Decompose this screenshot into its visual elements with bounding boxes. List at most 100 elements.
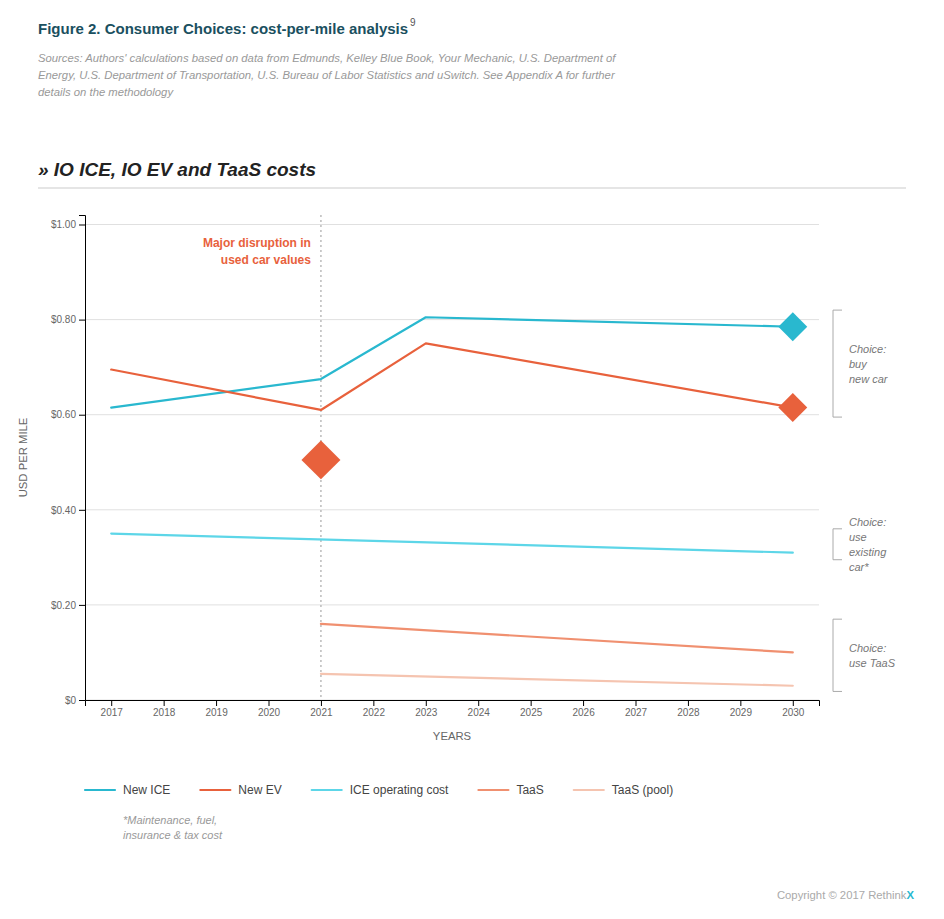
tick-mark [636,700,637,706]
text-line: new car [849,373,889,385]
tick-mark [793,700,794,706]
legend-swatch [200,789,230,791]
text-line: existing [849,546,887,558]
text-line: *Maintenance, fuel, [123,814,217,826]
subtitle: » IO ICE, IO EV and TaaS costs [38,159,316,180]
y-tick: $1.00 [51,219,85,230]
x-tick: 2030 [782,700,805,718]
tick-label: 2028 [677,707,700,718]
legend-swatch [312,789,342,791]
tick-label: 2021 [310,707,333,718]
grid-line [85,604,819,605]
tick-mark [164,700,165,706]
series-line [321,624,793,653]
text-line: Energy, U.S. Department of Transportatio… [38,69,616,81]
separator [38,187,906,188]
x-tick: 2017 [101,700,124,718]
tick-label: $0 [65,695,77,706]
sources: Sources: Authors' calculations based on … [38,52,617,98]
text-line: car* [849,561,869,573]
copyright: Copyright © 2017 RethinkX [777,889,915,901]
text-line: use [849,531,867,543]
grid-line [85,509,819,510]
marks [111,215,807,700]
x-tick: 2018 [153,700,176,718]
copyright-text: Copyright © 2017 Rethink [777,889,907,901]
text-line: Sources: Authors' calculations based on … [38,52,617,64]
title-note: 9 [410,17,416,28]
x-tick: 2024 [468,700,491,718]
tick-mark [478,700,479,706]
tick-mark [321,700,322,706]
x-axis: 2017201820192020202120222023202420252026… [86,700,820,718]
legend-label: TaaS (pool) [612,783,673,797]
y-tick: $0 [65,695,85,706]
x-tick: 2020 [258,700,281,718]
grid-line [85,414,819,415]
tick-mark [79,320,85,321]
tick-label: 2027 [625,707,648,718]
y-tick: $0.40 [51,505,85,516]
text-line: used car values [221,253,311,267]
tick-label: 2017 [101,707,124,718]
tick-label: $1.00 [51,219,76,230]
legend-label: TaaS [516,783,543,797]
text-line: use TaaS [849,657,896,669]
series-line [111,343,793,410]
tick-label: 2025 [520,707,543,718]
text-line: details on the methodology [38,86,174,98]
legend-label: ICE operating cost [350,783,449,797]
y-tick: $0.60 [51,409,85,420]
grid-line [85,224,819,225]
x-tick: 2025 [520,700,543,718]
legend: New ICE New EV ICE operating cost TaaS TaaS … [85,783,673,797]
plot: 2017201820192020202120222023202420252026… [17,215,896,742]
tick-label: 2029 [730,707,753,718]
tick-mark [79,225,85,226]
y-axis: $0 $0.20 $0.40 $0.60 $0.80 $1.00 [51,216,86,706]
legend-label: New ICE [123,783,170,797]
bracket [833,619,842,691]
tick-label: $0.20 [51,600,76,611]
tick-mark [111,700,112,706]
legend-label: New EV [238,783,281,797]
tick-label: 2030 [782,707,805,718]
tick-label: $0.80 [51,314,76,325]
tick-label: 2026 [572,707,595,718]
tick-label: 2019 [205,707,228,718]
legend-item: New ICE [85,783,170,797]
axis-line [79,216,86,701]
chart: Figure 2. Consumer Choices: cost-per-mil… [0,0,944,919]
bracket [833,529,842,560]
tick-mark [688,700,689,706]
tick-label: 2018 [153,707,176,718]
legend-swatch [574,789,604,791]
choice-label: Choice:buynew car [849,343,889,385]
tick-mark [531,700,532,706]
x-tick: 2019 [205,700,228,718]
tick-label: $0.60 [51,409,76,420]
legend-swatch [478,789,508,791]
tick-mark [79,605,85,606]
bracket [833,310,842,417]
legend-item: New EV [200,783,281,797]
tick-mark [79,415,85,416]
tick-label: 2022 [363,707,386,718]
title: Figure 2. Consumer Choices: cost-per-mil… [38,20,408,37]
x-tick: 2029 [730,700,753,718]
y-axis-title: USD PER MILE [17,417,29,497]
y-tick: $0.20 [51,600,85,611]
series-line [111,534,793,553]
axis-line [86,701,820,707]
tick-mark [583,700,584,706]
highlight-marker [301,440,340,479]
tick-mark [79,700,85,701]
tick-label: $0.40 [51,505,76,516]
tick-mark [740,700,741,706]
x-tick: 2026 [572,700,595,718]
annotation: Major disruption inused car values [203,236,311,267]
x-axis-title: YEARS [433,730,472,742]
tick-mark [373,700,374,706]
tick-mark [79,510,85,511]
tick-label: 2020 [258,707,281,718]
